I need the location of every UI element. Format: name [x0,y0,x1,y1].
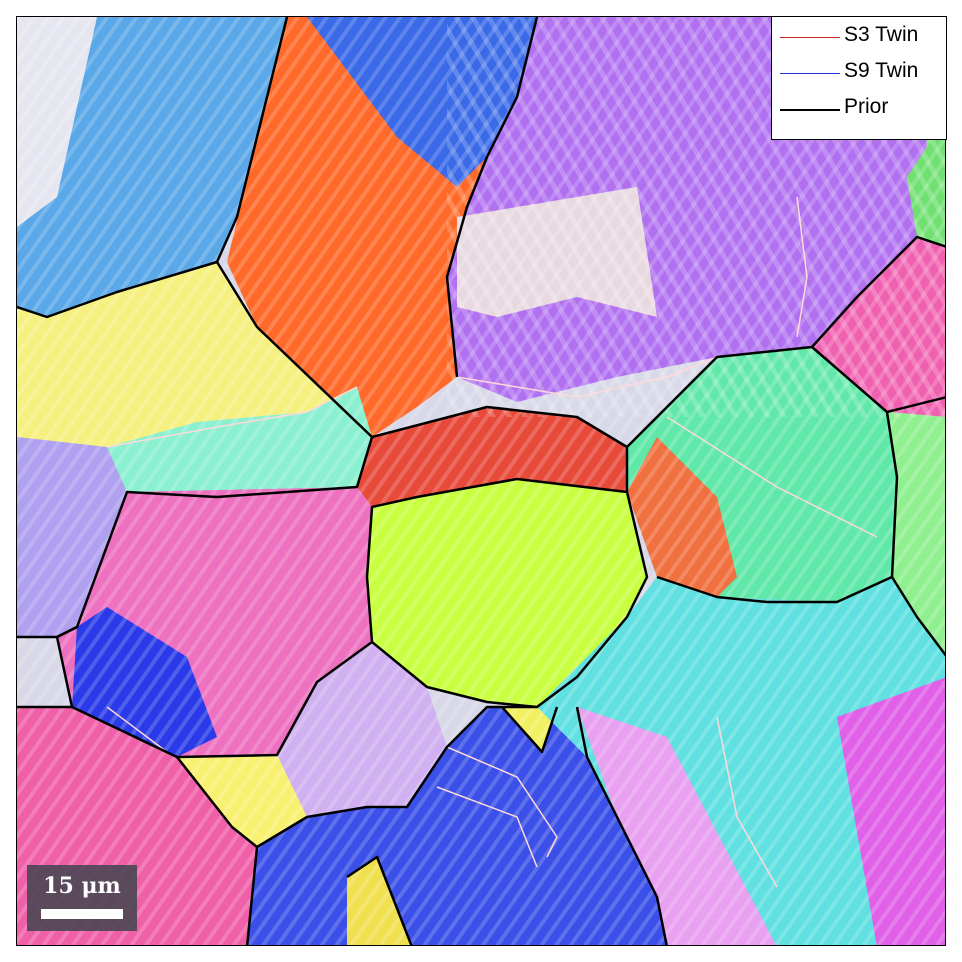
prior-boundary [176,705,537,849]
prior-boundary [245,846,259,945]
twin-boundary [446,746,558,858]
twin-boundary [106,706,168,753]
legend-swatch-s9 [780,73,840,74]
twin-boundary [716,716,778,888]
prior-boundary [346,855,413,945]
legend: S3 Twin S9 Twin Prior [771,16,947,140]
prior-boundary [501,706,559,754]
prior-boundary [445,17,539,378]
twin-boundary [456,356,718,398]
prior-boundary [626,345,899,604]
twin-boundary [436,786,538,868]
prior-boundary [575,706,668,945]
grain-map-svg [17,17,945,945]
twin-boundary [666,416,878,538]
prior-boundaries [17,17,945,945]
legend-label-s9: S9 Twin [844,59,919,82]
prior-boundary [890,576,945,657]
twin-boundary [796,196,808,338]
scale-bar-label: 15 μm [43,873,121,899]
legend-swatch-s3 [780,37,840,38]
prior-boundary [811,235,945,348]
scale-bar: 15 μm [27,865,137,931]
legend-item-prior: Prior [772,91,946,127]
legend-item-s3: S3 Twin [772,19,946,55]
scale-bar-line [41,909,123,919]
legend-label-s3: S3 Twin [844,23,919,46]
legend-swatch-prior [780,109,840,111]
ebsd-orientation-map [16,16,946,946]
prior-boundary [886,396,945,414]
legend-label-prior: Prior [844,95,889,118]
legend-item-s9: S9 Twin [772,55,946,91]
